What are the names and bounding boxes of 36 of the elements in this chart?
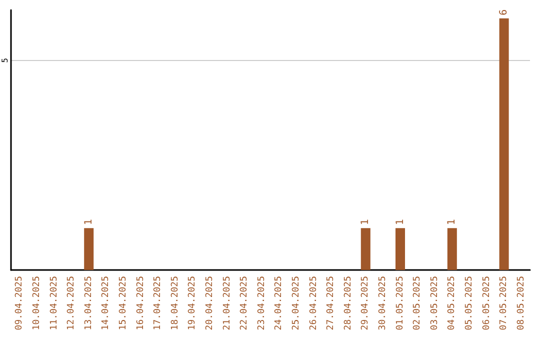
x-tick-label: 17.04.2025 — [153, 276, 164, 330]
x-tick-label: 25.04.2025 — [291, 276, 302, 330]
x-tick-label: 11.04.2025 — [49, 276, 60, 330]
data-label: 1 — [446, 219, 458, 226]
x-tick-label: 27.04.2025 — [326, 276, 336, 330]
x-tick-label: 05.05.2025 — [464, 276, 474, 330]
x-tick-label: 09.04.2025 — [14, 276, 25, 330]
x-tick-label: 02.05.2025 — [412, 276, 423, 330]
x-tick-label: 29.04.2025 — [360, 276, 371, 330]
data-label: 1 — [83, 219, 94, 226]
data-label: 6 — [498, 9, 510, 16]
x-tick-label: 12.04.2025 — [66, 276, 77, 330]
x-tick-label: 23.04.2025 — [256, 276, 267, 330]
x-tick-label: 19.04.2025 — [188, 276, 198, 330]
data-label: 1 — [360, 219, 372, 226]
x-tick-label: 01.05.2025 — [395, 276, 406, 330]
x-tick-label: 16.04.2025 — [136, 276, 146, 330]
x-tick-label: 21.04.2025 — [222, 276, 232, 330]
x-tick-label: 13.04.2025 — [84, 276, 94, 330]
x-tick-label: 04.05.2025 — [447, 276, 458, 330]
x-tick-label: 06.05.2025 — [482, 276, 492, 330]
data-label: 1 — [394, 219, 406, 226]
x-tick-label: 24.04.2025 — [274, 276, 284, 330]
x-tick-label: 03.05.2025 — [430, 276, 440, 330]
x-tick-label: 14.04.2025 — [101, 276, 112, 330]
x-tick-label: 15.04.2025 — [118, 276, 128, 330]
y-tick-label: 5 — [0, 58, 10, 63]
x-tick-label: 07.05.2025 — [499, 276, 510, 330]
x-tick-label: 26.04.2025 — [308, 276, 319, 330]
x-tick-label: 30.04.2025 — [378, 276, 388, 330]
x-tick-label: 20.04.2025 — [204, 276, 215, 330]
x-tick-label: 22.04.2025 — [240, 276, 250, 330]
x-tick-label: 08.05.2025 — [516, 276, 526, 330]
x-tick-label: 18.04.2025 — [170, 276, 180, 330]
x-tick-label: 28.04.2025 — [343, 276, 354, 330]
x-tick-label: 10.04.2025 — [32, 276, 42, 330]
